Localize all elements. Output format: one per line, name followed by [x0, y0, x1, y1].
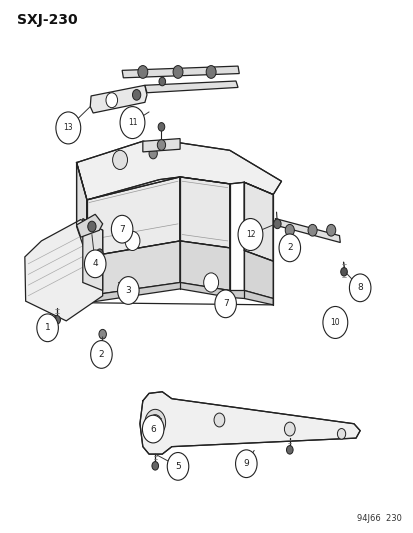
Circle shape: [337, 429, 345, 439]
Polygon shape: [83, 219, 102, 290]
Circle shape: [111, 215, 133, 243]
Circle shape: [54, 316, 60, 324]
Circle shape: [37, 314, 58, 342]
Text: 94J66  230: 94J66 230: [356, 514, 401, 523]
Polygon shape: [87, 241, 180, 296]
Circle shape: [157, 140, 165, 150]
Text: 10: 10: [330, 318, 339, 327]
Text: 12: 12: [245, 230, 254, 239]
Polygon shape: [275, 219, 339, 243]
Circle shape: [285, 224, 294, 236]
Polygon shape: [25, 220, 102, 321]
Circle shape: [284, 422, 294, 436]
Circle shape: [90, 341, 112, 368]
Text: 3: 3: [125, 286, 131, 295]
Circle shape: [106, 93, 117, 108]
Text: 4: 4: [92, 260, 98, 268]
Polygon shape: [142, 139, 180, 152]
Polygon shape: [87, 282, 273, 305]
Circle shape: [273, 219, 280, 229]
Text: 7: 7: [222, 300, 228, 308]
Text: 5: 5: [175, 462, 180, 471]
Polygon shape: [140, 392, 359, 454]
Circle shape: [278, 234, 300, 262]
Circle shape: [145, 409, 165, 436]
Polygon shape: [244, 182, 273, 261]
Circle shape: [88, 221, 96, 232]
Circle shape: [120, 107, 145, 139]
Text: 8: 8: [356, 284, 362, 292]
Text: 11: 11: [128, 118, 137, 127]
Circle shape: [214, 290, 236, 318]
Circle shape: [142, 415, 164, 443]
Circle shape: [349, 274, 370, 302]
Circle shape: [99, 329, 106, 339]
Circle shape: [149, 148, 157, 159]
Circle shape: [158, 123, 164, 131]
Circle shape: [125, 231, 140, 251]
Text: 13: 13: [63, 124, 73, 132]
Circle shape: [84, 250, 106, 278]
Text: 6: 6: [150, 425, 156, 433]
Circle shape: [307, 224, 316, 236]
Circle shape: [56, 112, 81, 144]
Circle shape: [235, 450, 256, 478]
Circle shape: [237, 219, 262, 251]
Circle shape: [152, 462, 158, 470]
Text: 2: 2: [286, 244, 292, 252]
Circle shape: [149, 415, 161, 431]
Circle shape: [173, 66, 183, 78]
Circle shape: [326, 224, 335, 236]
Circle shape: [286, 446, 292, 454]
Text: 2: 2: [98, 350, 104, 359]
Polygon shape: [90, 85, 147, 113]
Polygon shape: [76, 163, 87, 257]
Circle shape: [340, 268, 347, 276]
Circle shape: [138, 66, 147, 78]
Polygon shape: [180, 241, 229, 290]
Circle shape: [322, 306, 347, 338]
Text: 1: 1: [45, 324, 50, 332]
Polygon shape: [145, 81, 237, 93]
Polygon shape: [180, 177, 229, 248]
Circle shape: [214, 413, 224, 427]
Circle shape: [206, 66, 216, 78]
Circle shape: [117, 277, 139, 304]
Circle shape: [112, 150, 127, 169]
Circle shape: [132, 90, 140, 100]
Circle shape: [96, 249, 103, 257]
Text: 9: 9: [243, 459, 249, 468]
Circle shape: [167, 453, 188, 480]
Polygon shape: [122, 66, 239, 78]
Text: 7: 7: [119, 225, 125, 233]
Polygon shape: [76, 141, 281, 200]
Polygon shape: [76, 214, 102, 237]
Polygon shape: [244, 251, 273, 298]
Text: SXJ-230: SXJ-230: [17, 13, 77, 27]
Circle shape: [203, 273, 218, 292]
Polygon shape: [87, 177, 180, 257]
Circle shape: [159, 77, 165, 86]
